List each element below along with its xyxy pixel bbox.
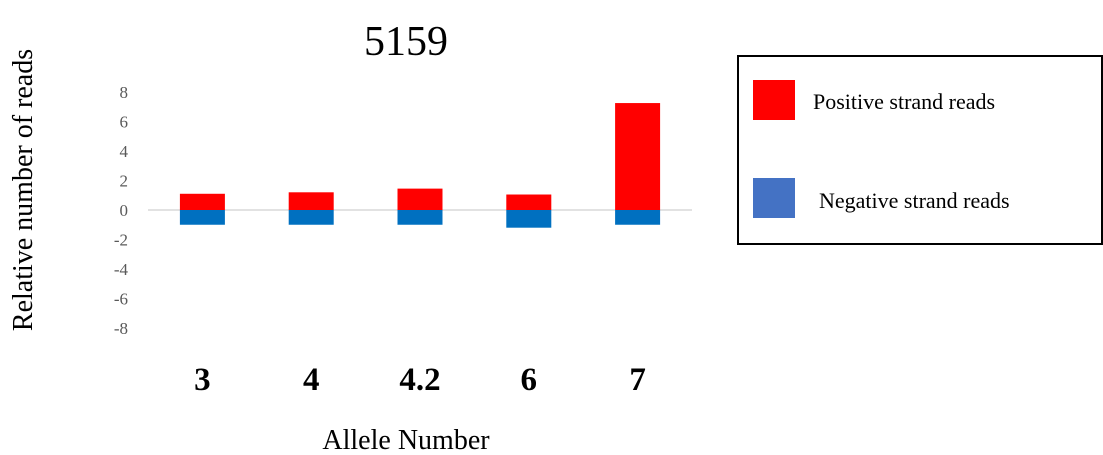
bar-positive — [288, 192, 334, 210]
x-tick-label: 4 — [303, 362, 320, 398]
legend-label-negative: Negative strand reads — [819, 188, 1010, 213]
bar-positive — [179, 193, 225, 210]
legend: Positive strand reads Negative strand re… — [737, 55, 1103, 245]
y-axis-ticks: 8 6 4 2 0 -2 -4 -6 -8 — [114, 83, 129, 338]
bar-negative — [397, 210, 443, 225]
y-tick-label: -2 — [114, 231, 128, 250]
bar-negative — [506, 210, 552, 228]
chart-title: 5159 — [364, 19, 448, 65]
bar-positive — [615, 103, 661, 210]
y-tick-label: 8 — [120, 83, 129, 102]
x-tick-label: 3 — [194, 362, 211, 398]
x-tick-label: 7 — [629, 362, 646, 398]
bar-negative — [615, 210, 661, 225]
x-axis-ticks: 3 4 4.2 6 7 — [194, 362, 646, 398]
legend-swatch-positive — [753, 80, 795, 120]
x-tick-label: 4.2 — [399, 362, 440, 398]
bars-group — [179, 103, 661, 228]
bar-negative — [179, 210, 225, 225]
x-axis-label: Allele Number — [322, 425, 490, 455]
y-axis-label: Relative number of reads — [8, 49, 39, 331]
y-tick-label: 2 — [120, 172, 129, 191]
y-tick-label: 4 — [120, 142, 129, 161]
y-tick-label: -6 — [114, 290, 128, 309]
x-tick-label: 6 — [521, 362, 538, 398]
y-tick-label: 0 — [120, 201, 129, 220]
y-tick-label: -4 — [114, 260, 129, 279]
bar-negative — [288, 210, 334, 225]
bar-positive — [397, 188, 443, 210]
y-tick-label: 6 — [120, 113, 129, 132]
bar-positive — [506, 194, 552, 210]
legend-label-positive: Positive strand reads — [813, 89, 995, 114]
legend-frame — [737, 55, 1103, 245]
y-tick-label: -8 — [114, 319, 128, 338]
legend-swatch-negative — [753, 178, 795, 218]
